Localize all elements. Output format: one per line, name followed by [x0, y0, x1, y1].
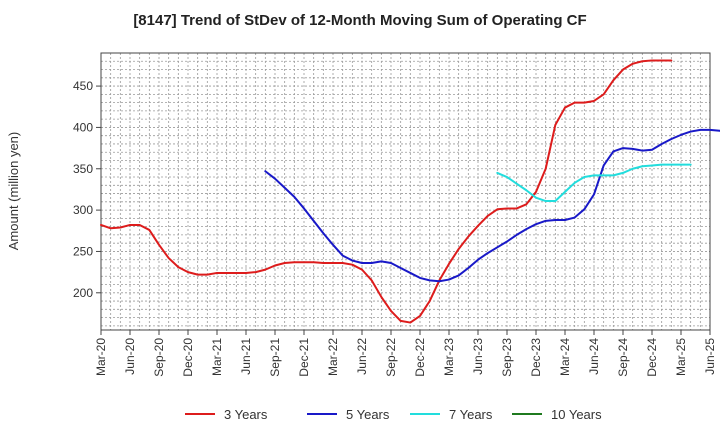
x-tick-label: Dec-22	[413, 338, 427, 377]
x-tick-label: Sep-20	[152, 338, 166, 377]
y-tick-label: 450	[73, 79, 93, 93]
x-tick-label: Mar-22	[326, 338, 340, 376]
x-tick-label: Dec-21	[297, 338, 311, 377]
x-tick-label: Jun-21	[239, 338, 253, 375]
series-line-7-years	[496, 163, 692, 203]
x-tick-label: Jun-25	[703, 338, 717, 375]
y-tick-label: 200	[73, 286, 93, 300]
x-tick-label: Sep-24	[616, 338, 630, 377]
x-tick-label: Sep-22	[384, 338, 398, 377]
x-tick-label: Mar-20	[94, 338, 108, 376]
y-axis-title: Amount (million yen)	[6, 132, 21, 251]
y-tick-label: 300	[73, 203, 93, 217]
x-tick-label: Jun-24	[587, 338, 601, 375]
legend-label-5-years: 5 Years	[346, 407, 390, 422]
legend-label-3-years: 3 Years	[224, 407, 268, 422]
x-tick-label: Mar-21	[210, 338, 224, 376]
x-tick-label: Sep-21	[268, 338, 282, 377]
chart-title: [8147] Trend of StDev of 12-Month Moving…	[133, 12, 587, 29]
series-line-5-years	[264, 128, 720, 283]
x-tick-label: Jun-20	[123, 338, 137, 375]
x-tick-label: Mar-23	[442, 338, 456, 376]
x-tick-label: Dec-24	[645, 338, 659, 377]
y-tick-label: 350	[73, 162, 93, 176]
x-tick-label: Mar-24	[558, 338, 572, 376]
y-tick-label: 250	[73, 244, 93, 258]
series-line-3-years	[100, 59, 673, 324]
x-tick-label: Dec-23	[529, 338, 543, 377]
legend-label-7-years: 7 Years	[449, 407, 493, 422]
x-tick-label: Mar-25	[674, 338, 688, 376]
x-tick-label: Dec-20	[181, 338, 195, 377]
y-tick-label: 400	[73, 120, 93, 134]
x-tick-label: Sep-23	[500, 338, 514, 377]
legend-label-10-years: 10 Years	[551, 407, 602, 422]
plot-area-frame	[100, 52, 711, 331]
x-tick-label: Jun-22	[355, 338, 369, 375]
x-tick-label: Jun-23	[471, 338, 485, 375]
